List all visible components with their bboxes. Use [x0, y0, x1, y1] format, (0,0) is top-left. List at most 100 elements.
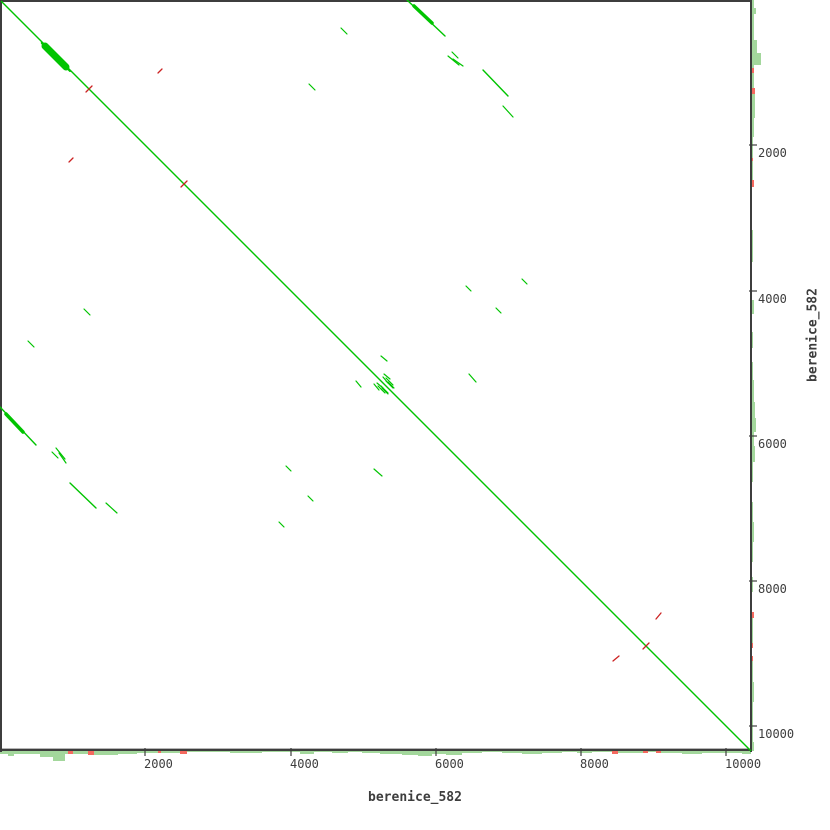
forward-match-segment: [83, 308, 91, 316]
right-coverage-red: [751, 180, 754, 187]
forward-match-segment: [373, 468, 383, 477]
reverse-match-segment: [157, 68, 163, 74]
bottom-coverage-bar: [418, 751, 432, 756]
bottom-coverage-bar: [332, 751, 348, 753]
y-tick-label: 4000: [758, 292, 787, 306]
forward-match-segment: [385, 380, 394, 389]
right-coverage-bar: [751, 40, 757, 53]
forward-match-segment: [482, 69, 509, 97]
bottom-coverage-bar: [230, 751, 262, 753]
right-coverage-bar: [751, 432, 754, 446]
bottom-coverage-bar: [522, 751, 542, 754]
bottom-coverage-bar: [14, 751, 40, 754]
reverse-match-segment: [642, 642, 650, 650]
forward-match-segment: [69, 482, 97, 509]
forward-match-segment: [308, 83, 316, 91]
right-coverage-red: [751, 612, 754, 618]
bottom-coverage-bar: [661, 751, 682, 753]
reverse-match-segment: [68, 157, 74, 163]
y-tick-label: 2000: [758, 146, 787, 160]
bottom-coverage-red: [158, 751, 161, 753]
forward-match-segment: [340, 27, 348, 35]
forward-match-segment: [495, 307, 502, 314]
forward-match-segment: [452, 58, 464, 67]
bottom-coverage-bar: [722, 751, 742, 753]
bottom-coverage-bar: [161, 751, 180, 753]
forward-match-segment: [451, 51, 459, 59]
forward-match-segment: [412, 4, 434, 25]
bottom-coverage-bar: [742, 751, 751, 754]
y-tick-label: 6000: [758, 437, 787, 451]
reverse-match-segment: [85, 85, 93, 93]
right-coverage-bar: [751, 522, 754, 542]
bottom-coverage-bar: [73, 751, 88, 754]
bottom-coverage-bar: [0, 751, 8, 754]
right-coverage-bar: [751, 418, 756, 432]
right-coverage-bar: [751, 53, 761, 65]
bottom-coverage-bar: [65, 751, 68, 754]
forward-match-segment: [51, 451, 59, 459]
forward-match-segment: [58, 452, 67, 464]
right-coverage-bar: [751, 118, 754, 137]
right-coverage-bar: [751, 446, 755, 462]
bottom-coverage-bar: [94, 751, 118, 755]
x-axis-title: berenice_582: [368, 790, 462, 805]
x-tick-label: 2000: [144, 757, 173, 771]
forward-match-segment: [447, 55, 460, 66]
bottom-coverage-bar: [432, 751, 446, 754]
bottom-coverage-bar: [462, 751, 482, 753]
forward-match-segment: [307, 495, 314, 502]
bottom-coverage-bar: [314, 751, 332, 752]
x-tick-label: 8000: [580, 757, 609, 771]
bottom-coverage-red: [68, 751, 73, 754]
forward-match-segment: [355, 380, 362, 388]
right-coverage-bar: [751, 742, 754, 751]
right-coverage-bar: [751, 8, 756, 14]
bottom-coverage-bar: [348, 751, 362, 752]
bottom-coverage-bar: [577, 751, 592, 753]
bottom-coverage-red: [88, 751, 94, 755]
forward-match-segment: [278, 521, 285, 528]
bottom-coverage-bar: [542, 751, 562, 753]
bottom-coverage-bar: [446, 751, 462, 755]
right-coverage-bar: [751, 14, 754, 40]
forward-match-segment: [521, 278, 528, 285]
y-axis-title: berenice_582: [805, 288, 821, 382]
forward-match-segment: [381, 387, 389, 395]
bottom-coverage-red: [180, 751, 187, 754]
forward-match-segment: [502, 105, 514, 118]
bottom-coverage-bar: [118, 751, 137, 754]
bottom-coverage-bar: [8, 751, 14, 756]
reverse-match-segment: [612, 655, 620, 662]
reverse-match-segment: [655, 612, 662, 620]
bottom-coverage-bar: [300, 751, 314, 754]
right-coverage-bar: [751, 300, 754, 314]
x-tick-label: 10000: [725, 757, 762, 771]
forward-match-segment: [62, 63, 71, 72]
right-coverage-red: [751, 88, 755, 94]
forward-match-segment: [105, 502, 118, 514]
bottom-coverage-red: [643, 751, 648, 753]
forward-match-segment: [465, 285, 472, 292]
forward-match-segment: [285, 465, 292, 472]
bottom-coverage-bar: [482, 751, 502, 752]
bottom-coverage-bar: [592, 751, 612, 752]
bottom-coverage-bar: [53, 751, 65, 761]
forward-match-segment: [383, 373, 391, 380]
x-tick-label: 4000: [290, 757, 319, 771]
bottom-coverage-red: [612, 751, 618, 754]
bottom-coverage-bar: [362, 751, 380, 753]
forward-match-segment: [27, 340, 35, 348]
bottom-coverage-bar: [262, 751, 300, 752]
bottom-coverage-bar: [648, 751, 656, 752]
bottom-coverage-bar: [187, 751, 230, 752]
forward-match-segment: [373, 383, 380, 391]
y-tick-label: 8000: [758, 582, 787, 596]
right-coverage-bar: [751, 402, 755, 418]
right-coverage-red: [751, 68, 754, 73]
bottom-coverage-bar: [40, 751, 53, 757]
right-coverage-bar: [751, 94, 755, 118]
right-coverage-bar: [751, 380, 754, 402]
forward-match-segment: [468, 373, 477, 383]
bottom-coverage-bar: [562, 751, 577, 752]
